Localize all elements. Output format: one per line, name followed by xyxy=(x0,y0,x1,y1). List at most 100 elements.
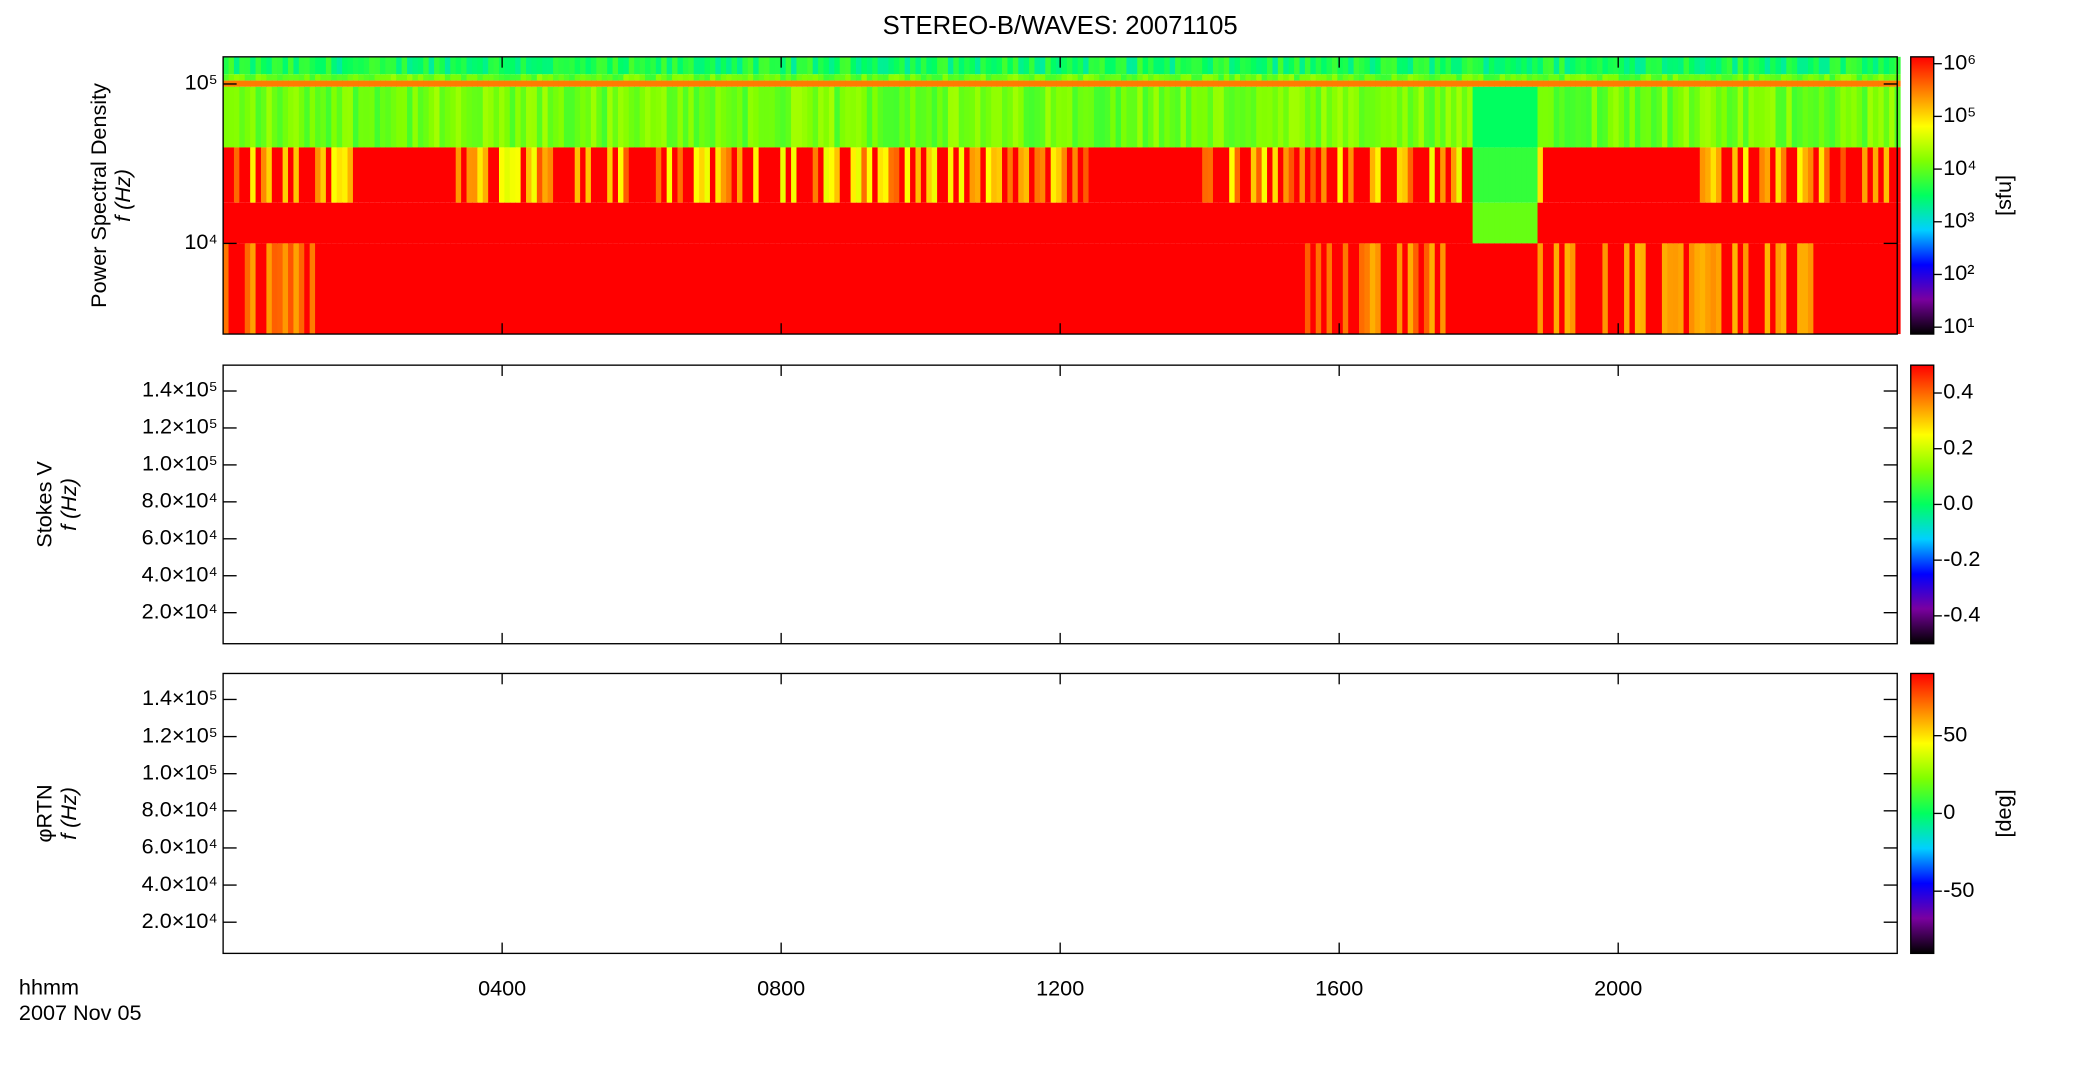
spectrogram-cell xyxy=(731,86,738,148)
spectrogram-cell xyxy=(1088,56,1095,75)
colorbar-tick-label: 10³ xyxy=(1943,207,1974,232)
spectrogram-cell xyxy=(1207,243,1214,335)
spectrogram-cell xyxy=(1786,86,1793,148)
spectrogram-cell xyxy=(747,56,754,75)
spectrogram-cell xyxy=(1613,74,1620,81)
spectrogram-cell xyxy=(471,56,479,75)
x-tick-label: 1200 xyxy=(1036,976,1084,1001)
y-axis-label: Power Spectral Density xyxy=(86,83,111,308)
spectrogram-cell xyxy=(1272,147,1279,203)
spectrogram-cell xyxy=(1169,243,1176,335)
spectrogram-cell xyxy=(1618,74,1625,81)
spectrogram-cell xyxy=(726,202,733,244)
y-tick-label: 6.0×10⁴ xyxy=(142,834,218,859)
spectrogram-cell xyxy=(801,56,808,75)
spectrogram-cell xyxy=(1461,202,1468,244)
spectrogram-cell xyxy=(1802,80,1809,87)
spectrogram-cell xyxy=(682,86,689,148)
spectrogram-cell xyxy=(336,74,343,81)
spectrogram-cell xyxy=(974,243,982,335)
spectrogram-cell xyxy=(282,202,289,244)
spectrogram-cell xyxy=(1532,243,1539,335)
spectrogram-cell xyxy=(596,147,603,203)
spectrogram-cell xyxy=(1380,86,1387,148)
spectrogram-cell xyxy=(693,56,700,75)
spectrogram-cell xyxy=(504,147,511,203)
spectrogram-cell xyxy=(747,147,754,203)
spectrogram-cell xyxy=(1651,243,1658,335)
spectrogram-cell xyxy=(1878,86,1885,148)
spectrogram-cell xyxy=(942,80,949,87)
spectrogram-cell xyxy=(1862,56,1869,75)
spectrogram-cell xyxy=(553,74,560,81)
spectrogram-cell xyxy=(1121,74,1128,81)
spectrogram-cell xyxy=(650,74,657,81)
spectrogram-cell xyxy=(1851,80,1858,87)
spectrogram-cell xyxy=(807,80,814,87)
spectrogram-cell xyxy=(607,80,614,87)
spectrogram-cell xyxy=(1234,80,1241,87)
spectrogram-cell xyxy=(1878,147,1885,203)
spectrogram-cell xyxy=(1586,243,1593,335)
spectrogram-cell xyxy=(699,202,706,244)
spectrogram-cell xyxy=(315,202,322,244)
spectrogram-cell xyxy=(1602,56,1609,75)
colorbar-tick-label: 0.2 xyxy=(1943,434,1973,459)
spectrogram-cell xyxy=(493,147,500,203)
spectrogram-cell xyxy=(412,202,419,244)
spectrogram-cell xyxy=(1077,86,1084,148)
spectrogram-cell xyxy=(536,74,543,81)
spectrogram-cell xyxy=(774,56,781,75)
spectrogram-cell xyxy=(1418,80,1425,87)
spectrogram-cell xyxy=(926,80,933,87)
spectrogram-cell xyxy=(1250,147,1257,203)
spectrogram-cell xyxy=(1180,202,1187,244)
spectrogram-cell xyxy=(320,86,327,148)
spectrogram-cell xyxy=(1212,202,1220,244)
spectrogram-cell xyxy=(304,202,311,244)
spectrogram-cell xyxy=(1802,86,1809,148)
spectrogram-cell xyxy=(471,202,479,244)
spectrogram-cell xyxy=(1115,74,1122,81)
spectrogram-cell xyxy=(1743,86,1750,148)
spectrogram-cell xyxy=(1034,56,1041,75)
spectrogram-cell xyxy=(1407,243,1414,335)
spectrogram-cell xyxy=(1569,80,1577,87)
spectrogram-cell xyxy=(1077,74,1084,81)
spectrogram-cell xyxy=(1137,202,1144,244)
spectrogram-cell xyxy=(607,243,614,335)
spectrogram-cell xyxy=(1591,80,1598,87)
spectrogram-cell xyxy=(325,86,332,148)
spectrogram-cell xyxy=(628,80,635,87)
spectrogram-cell xyxy=(1342,147,1349,203)
spectrogram-cell xyxy=(1131,56,1138,75)
spectrogram-cell xyxy=(298,86,305,148)
spectrogram-cell xyxy=(1440,74,1447,81)
spectrogram-cell xyxy=(1240,56,1247,75)
spectrogram-cell xyxy=(250,80,257,87)
spectrogram-cell xyxy=(1867,56,1874,75)
spectrogram-cell xyxy=(558,202,565,244)
spectrogram-cell xyxy=(1110,80,1117,87)
colorbar xyxy=(1910,672,1935,955)
spectrogram-cell xyxy=(1510,147,1517,203)
spectrogram-cell xyxy=(1331,74,1339,81)
spectrogram-cell xyxy=(347,86,354,148)
spectrogram-cell xyxy=(709,243,717,335)
spectrogram-cell xyxy=(1510,56,1517,75)
spectrogram-cell xyxy=(1764,147,1771,203)
spectrogram-cell xyxy=(526,86,533,148)
spectrogram-cell xyxy=(1835,56,1842,75)
spectrogram-cell xyxy=(753,56,760,75)
spectrogram-cell xyxy=(682,243,689,335)
spectrogram-cell xyxy=(1121,243,1128,335)
spectrogram-cell xyxy=(1586,56,1593,75)
spectrogram-cell xyxy=(1131,243,1138,335)
spectrogram-cell xyxy=(910,243,917,335)
spectrogram-cell xyxy=(315,56,322,75)
spectrogram-cell xyxy=(791,202,798,244)
spectrogram-cell xyxy=(1353,243,1360,335)
spectrogram-cell xyxy=(228,243,235,335)
spectrogram-cell xyxy=(1678,74,1685,81)
spectrogram-cell xyxy=(271,147,278,203)
